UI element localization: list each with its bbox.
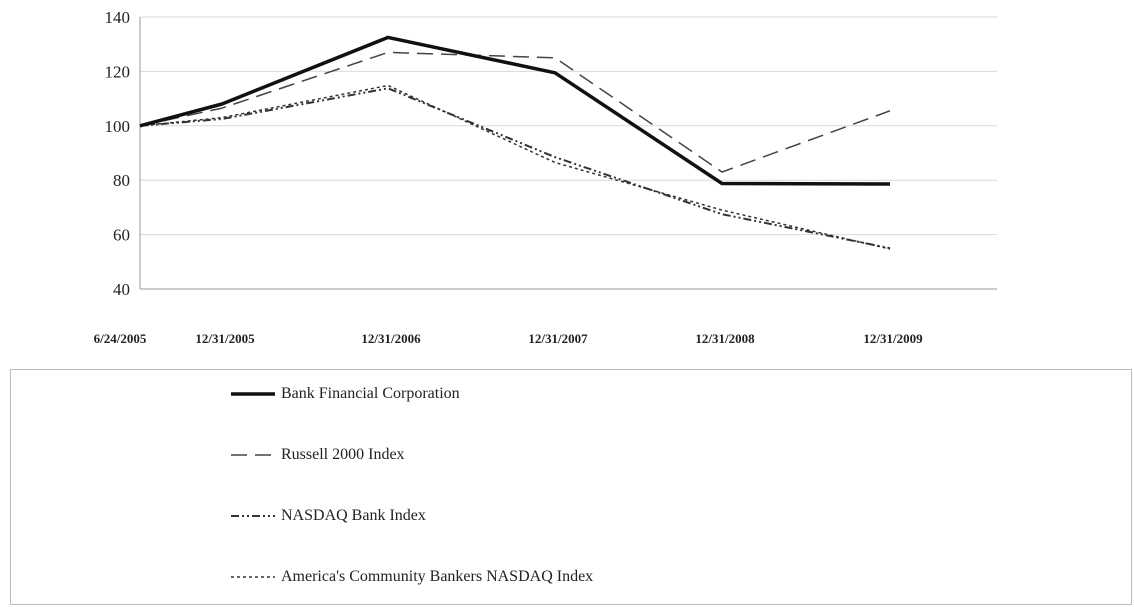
legend-item-acb-nasdaq: America's Community Bankers NASDAQ Index <box>231 565 593 589</box>
legend-item-nasdaq-bank: NASDAQ Bank Index <box>231 504 426 528</box>
x-tick-label: 12/31/2008 <box>695 331 755 346</box>
legend-swatch-dotted-line <box>231 576 275 578</box>
legend-label: Bank Financial Corporation <box>281 385 460 402</box>
y-tick-label: 120 <box>105 62 131 81</box>
line-chart: 40 60 80 100 120 140 6/24/2005 12/31/2005 12/31… <box>94 8 997 346</box>
legend-label: NASDAQ Bank Index <box>281 507 426 524</box>
legend-label: America's Community Bankers NASDAQ Index <box>281 568 594 585</box>
series-line-nasdaq-bank-index <box>139 87 891 250</box>
legend-swatch-dashed-line <box>231 454 275 456</box>
y-tick-label: 100 <box>105 117 131 136</box>
x-tick-label: 12/31/2006 <box>361 331 421 346</box>
series-line-bank-financial-corporation <box>139 35 891 186</box>
y-tick-label: 60 <box>113 226 130 245</box>
x-tick-label: 12/31/2009 <box>863 331 923 346</box>
legend-item-russell-2000: Russell 2000 Index <box>231 443 405 467</box>
y-tick-label: 40 <box>113 280 130 299</box>
legend-item-bank-financial: Bank Financial Corporation <box>231 382 460 406</box>
series-line-america-s-community-bankers-nasdaq-index <box>139 84 891 250</box>
x-tick-labels: 6/24/2005 12/31/2005 12/31/2006 12/31/2007 1… <box>94 331 923 346</box>
legend-swatch-dash-dot-line <box>231 515 275 517</box>
x-tick-label: 12/31/2005 <box>195 331 255 346</box>
legend-label: Russell 2000 Index <box>281 446 405 463</box>
series-lines <box>139 35 891 250</box>
x-tick-label: 12/31/2007 <box>528 331 588 346</box>
gridlines <box>140 16 997 290</box>
y-tick-label: 140 <box>105 8 131 27</box>
series-line-russell-2000-index <box>139 51 891 173</box>
x-tick-label: 6/24/2005 <box>94 331 147 346</box>
legend: Bank Financial Corporation Russell 2000 … <box>10 369 1132 605</box>
legend-swatch-solid-line <box>231 392 275 396</box>
y-tick-label: 80 <box>113 171 130 190</box>
y-tick-labels: 40 60 80 100 120 140 <box>105 8 131 299</box>
